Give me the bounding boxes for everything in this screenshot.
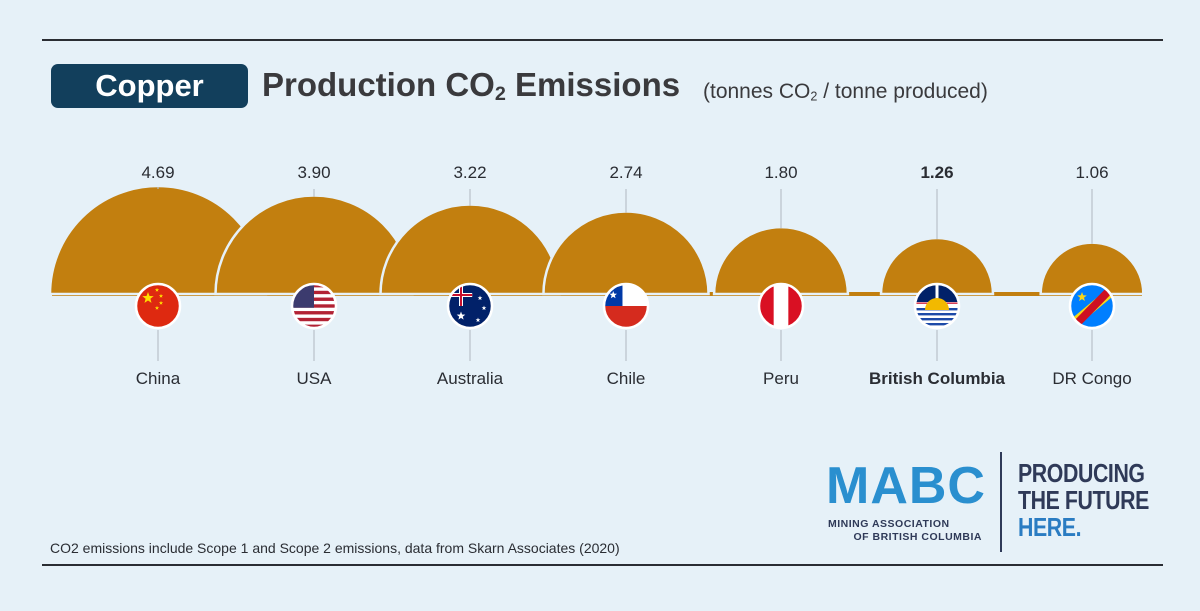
flag-wave [915, 313, 959, 316]
bar-group-british-columbia: 1.26 British Columbia [869, 163, 1006, 388]
bar-group-australia: 3.22 Australia [379, 163, 561, 388]
flag-star [609, 291, 617, 299]
flag-star-large [142, 292, 154, 303]
flag-stripe [292, 317, 336, 322]
unit-label: (tonnes CO2 / tonne produced) [703, 80, 988, 104]
title-main: Production CO [262, 66, 495, 103]
usa-flag-icon [292, 284, 336, 328]
bar-british-columbia [879, 236, 995, 296]
dr-congo-flag-icon [1070, 284, 1114, 328]
flag-stripe-red [1070, 284, 1114, 328]
flag-field [448, 284, 492, 328]
bar-peru [712, 226, 850, 296]
flag-cross-v [935, 284, 939, 304]
bar-group-dr-congo: 1.06 DR Congo [1039, 163, 1145, 388]
footnote: CO2 emissions include Scope 1 and Scope … [50, 540, 620, 556]
flag-red [604, 306, 648, 328]
flag-ring [1068, 282, 1116, 330]
mabc-logo: MABC MINING ASSOCIATION OF BRITISH COLUM… [826, 458, 996, 548]
flag-sun [925, 298, 949, 310]
logo-wordmark: MABC [826, 457, 986, 515]
flag-star [481, 305, 487, 310]
value-label-usa: 3.90 [297, 163, 330, 182]
title-end: Emissions [505, 66, 681, 103]
flag-wave [915, 323, 959, 326]
category-label-british-columbia: British Columbia [869, 369, 1006, 388]
mineral-pill: Copper [51, 64, 248, 108]
value-label-peru: 1.80 [764, 163, 797, 182]
bar-australia [379, 203, 561, 296]
flag-stripe [292, 321, 336, 325]
value-label-chile: 2.74 [609, 163, 642, 182]
unit-end: / tonne produced) [817, 80, 988, 103]
flag-star [1077, 292, 1087, 301]
flag-star [456, 311, 466, 320]
bar-group-peru: 1.80 Peru [712, 163, 850, 388]
australia-flag-icon [448, 284, 492, 328]
flag-ring [290, 282, 338, 330]
flag-ring [913, 282, 961, 330]
value-label-australia: 3.22 [453, 163, 486, 182]
logo-subtitle-line1: MINING ASSOCIATION [828, 518, 950, 530]
category-label-dr-congo: DR Congo [1052, 369, 1131, 388]
tagline-line1: PRODUCING [1018, 458, 1145, 488]
category-label-peru: Peru [763, 369, 799, 388]
china-flag-icon [136, 284, 180, 328]
bottom-rule [42, 564, 1163, 566]
title-subscript: 2 [494, 82, 506, 105]
flag-star-small [154, 287, 160, 292]
flag-ring [757, 282, 805, 330]
category-label-chile: Chile [607, 369, 646, 388]
tagline-line2: THE FUTURE [1018, 485, 1149, 515]
flag-stripe [292, 311, 336, 315]
bar-group-china: 4.69 China [48, 163, 268, 388]
flag-stripe [292, 324, 336, 328]
flag-wave [915, 318, 959, 321]
bar-dr-congo [1039, 242, 1145, 296]
tagline-line3: HERE. [1018, 512, 1082, 542]
logo-subtitle: MINING ASSOCIATION OF BRITISH COLUMBIA [828, 518, 986, 544]
top-rule [42, 39, 1163, 41]
flag-cross-v-red [460, 284, 462, 306]
bar-group-chile: 2.74 Chile [542, 163, 710, 388]
unit-subscript: 2 [810, 89, 818, 104]
flag-star-small [158, 293, 164, 298]
chart-title: Production CO2 Emissions [262, 66, 680, 106]
logo-subtitle-line2: OF BRITISH COLUMBIA [853, 531, 982, 543]
bar-chile [542, 210, 710, 296]
flag-ring [134, 282, 182, 330]
logo-divider [1000, 452, 1002, 552]
mineral-label: Copper [95, 68, 204, 103]
flag-star-small [158, 300, 164, 305]
flag-star [477, 295, 483, 300]
value-label-china: 4.69 [141, 163, 174, 182]
value-label-dr-congo: 1.06 [1075, 163, 1108, 182]
flag-star-small [154, 305, 160, 310]
value-label-british-columbia: 1.26 [920, 163, 953, 182]
category-label-usa: USA [297, 369, 333, 388]
flag-ring [602, 282, 650, 330]
flag-stripe [292, 307, 336, 312]
flag-stripe [292, 314, 336, 319]
tagline: PRODUCING THE FUTURE HERE. [1018, 460, 1149, 541]
flag-ring [446, 282, 494, 330]
category-label-australia: Australia [437, 369, 504, 388]
category-label-china: China [136, 369, 181, 388]
unit-start: (tonnes CO [703, 80, 811, 103]
flag-star [475, 317, 481, 322]
